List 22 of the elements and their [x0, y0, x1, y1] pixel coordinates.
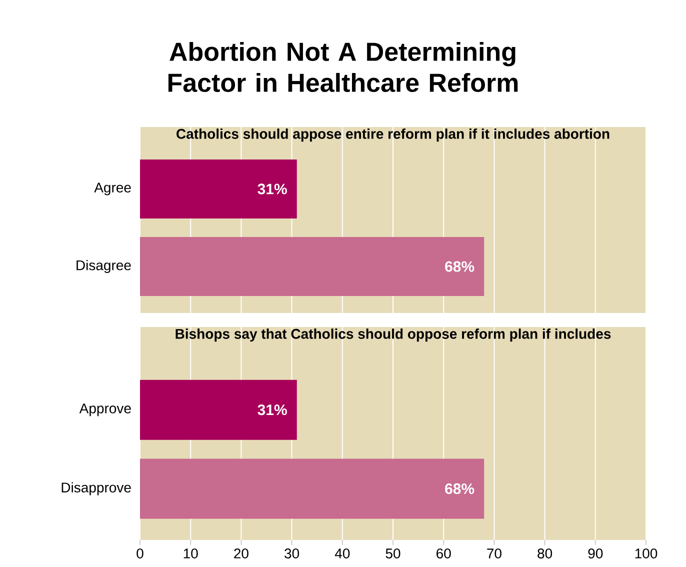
x-tick-label: 40: [334, 548, 350, 558]
data-label: 68%: [445, 483, 474, 494]
x-tick-label: 10: [184, 548, 198, 558]
x-tick-label: 0: [136, 548, 144, 558]
y-tick-label: Disagree: [76, 260, 131, 274]
x-tick-label: 90: [588, 548, 603, 558]
y-tick-label: Agree: [94, 182, 131, 196]
x-tick-label: 30: [284, 548, 300, 558]
y-tick-label: Disapprove: [62, 482, 131, 496]
data-label: 68%: [445, 261, 474, 272]
x-tick-label: 70: [487, 548, 502, 558]
chart-subtitle: Catholics should appose entire reform plan if it includes abortion: [176, 128, 610, 142]
data-label: 31%: [258, 184, 287, 194]
y-tick-label: Approve: [79, 404, 131, 416]
chart-title: Abortion Not A Determining Factor in Healthcare Reform: [168, 42, 518, 92]
x-tick-label: 100: [635, 548, 658, 558]
chart-subtitle: Bishops say that Catholics should oppose reform plan if includes: [176, 328, 611, 342]
x-tick-label: 20: [234, 548, 248, 558]
x-tick-label: 80: [538, 548, 552, 558]
data-label: 31%: [258, 404, 287, 416]
x-tick-label: 60: [436, 548, 451, 558]
x-tick-label: 50: [386, 548, 400, 558]
